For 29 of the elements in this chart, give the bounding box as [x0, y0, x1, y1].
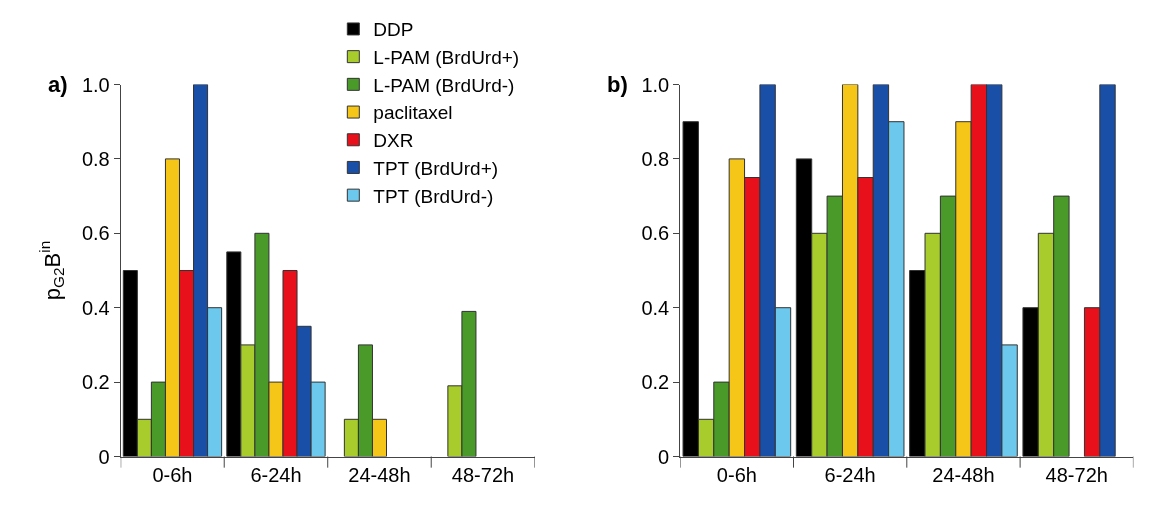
- chart-title: b): [607, 72, 628, 97]
- legend-label: DXR: [373, 130, 414, 152]
- legend-label: paclitaxel: [373, 102, 453, 124]
- x-tick-label: 0-6h: [152, 463, 193, 486]
- legend-label: L-PAM (BrdUrd-): [373, 74, 515, 96]
- legend-label: L-PAM (BrdUrd+): [373, 47, 520, 69]
- y-tick-label: 0.4: [81, 296, 110, 319]
- y-tick-label: 0: [98, 445, 110, 468]
- x-tick-label: 0-6h: [716, 463, 757, 486]
- y-tick-label: 0.2: [641, 371, 670, 394]
- x-tick-label: 48-72h: [451, 463, 515, 486]
- x-tick-label: 24-48h: [932, 463, 995, 486]
- x-tick-label: 48-72h: [1045, 463, 1108, 486]
- x-tick-label: 6-24h: [250, 463, 302, 486]
- y-tick-label: 1.0: [641, 73, 670, 96]
- y-tick-label: 1.0: [81, 73, 110, 96]
- chart-title: a): [48, 72, 68, 97]
- y-tick-label: 0.8: [81, 147, 110, 170]
- legend-label: DDP: [373, 19, 414, 41]
- y-tick-label: 0.8: [641, 147, 670, 170]
- y-tick-label: 0.6: [81, 222, 110, 245]
- y-tick-label: 0.4: [641, 296, 670, 319]
- y-tick-label: 0: [658, 445, 670, 468]
- y-tick-label: 0.2: [81, 371, 110, 394]
- x-tick-label: 6-24h: [824, 463, 876, 486]
- legend-label: TPT (BrdUrd+): [373, 157, 499, 179]
- legend-label: TPT (BrdUrd-): [373, 185, 494, 207]
- y-tick-label: 0.6: [641, 222, 670, 245]
- x-tick-label: 24-48h: [348, 463, 411, 486]
